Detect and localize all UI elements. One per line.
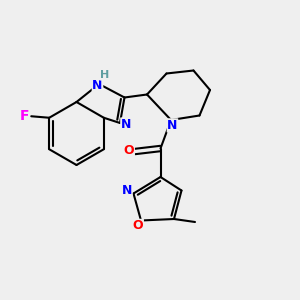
Text: F: F <box>20 109 29 123</box>
Text: O: O <box>124 143 134 157</box>
Text: O: O <box>133 219 143 232</box>
Text: N: N <box>92 79 103 92</box>
Text: N: N <box>122 184 132 197</box>
Text: N: N <box>121 118 131 131</box>
Text: N: N <box>167 119 178 132</box>
Text: H: H <box>100 70 109 80</box>
